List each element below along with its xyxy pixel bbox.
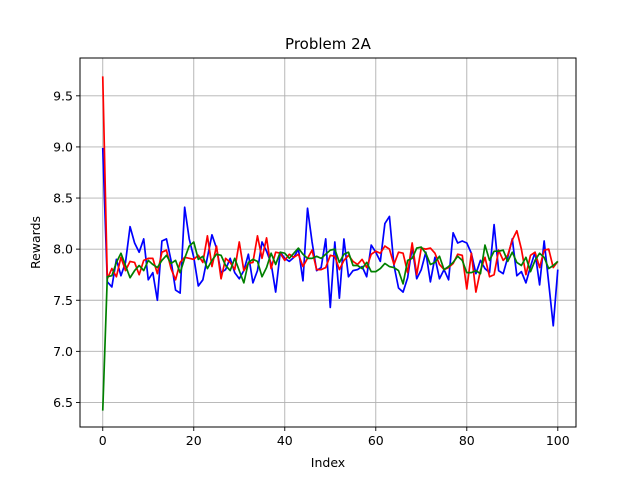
x-tick-label: 20: [186, 433, 202, 448]
x-tick-label: 40: [277, 433, 293, 448]
series-lines: [101, 76, 559, 411]
chart-title: Problem 2A: [285, 35, 372, 53]
x-tick-label: 60: [368, 433, 384, 448]
x-tick-label: 0: [99, 433, 107, 448]
y-axis-label: Rewards: [28, 216, 43, 269]
series-line-3: [101, 241, 559, 411]
y-tick-label: 9.5: [53, 88, 73, 103]
y-tick-label: 8.5: [53, 191, 73, 206]
x-tick-label: 100: [546, 433, 570, 448]
y-axis: 6.5 7.0 7.5 8.0 8.5 9.0 9.5: [53, 88, 80, 410]
plot-frame: [79, 57, 577, 428]
y-tick-label: 8.0: [53, 242, 73, 257]
x-tick-label: 80: [459, 433, 475, 448]
y-tick-label: 6.5: [53, 395, 73, 410]
plot-area: [80, 58, 576, 427]
x-axis-label: Index: [311, 455, 345, 470]
x-axis: 0 20 40 60 80 100: [99, 427, 570, 448]
y-tick-label: 9.0: [53, 139, 73, 154]
y-tick-label: 7.0: [53, 344, 73, 359]
y-tick-label: 7.5: [53, 293, 73, 308]
